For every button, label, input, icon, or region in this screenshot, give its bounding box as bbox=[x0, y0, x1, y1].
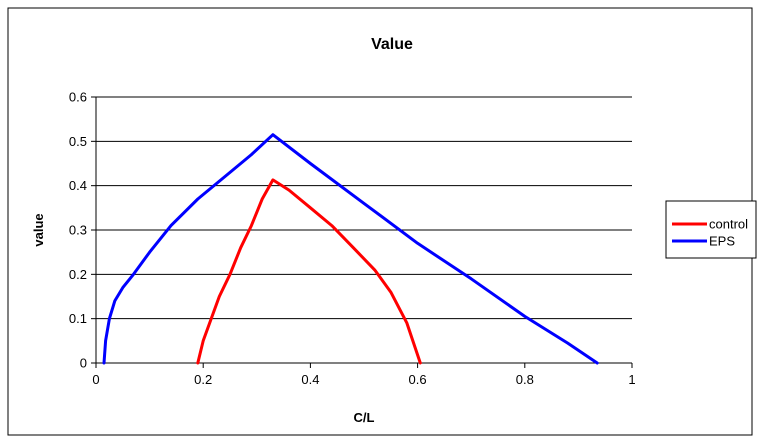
series-line-eps bbox=[102, 133, 599, 365]
x-tick-label-1: 0.2 bbox=[194, 372, 212, 387]
legend-label-control: control bbox=[709, 217, 748, 232]
legend-box bbox=[665, 200, 757, 259]
y-tick-label-4: 0.4 bbox=[69, 178, 87, 193]
y-tick-label-5: 0.5 bbox=[69, 134, 87, 149]
y-axis-label: value bbox=[31, 213, 46, 246]
y-tick-label-6: 0.6 bbox=[69, 90, 87, 105]
x-tick-label-2: 0.4 bbox=[301, 372, 319, 387]
legend: control EPS bbox=[665, 200, 757, 259]
x-tick-label-0: 0 bbox=[92, 372, 99, 387]
x-tick-label-5: 1 bbox=[628, 372, 635, 387]
x-axis-label: C/L bbox=[354, 410, 375, 425]
chart-title: Value bbox=[371, 36, 413, 53]
y-tick-label-3: 0.3 bbox=[69, 223, 87, 238]
series-line-control bbox=[196, 178, 422, 365]
y-tick-label-2: 0.2 bbox=[69, 267, 87, 282]
plot-area: 0 0.1 0.2 0.3 0.4 0.5 0.6 0 0.2 0.4 0.6 0.8 1 bbox=[69, 90, 636, 388]
y-tick-label-0: 0 bbox=[80, 356, 87, 371]
x-tick-label-4: 0.8 bbox=[516, 372, 534, 387]
y-tick-label-1: 0.1 bbox=[69, 311, 87, 326]
x-tick-label-3: 0.6 bbox=[409, 372, 427, 387]
legend-label-eps: EPS bbox=[709, 234, 735, 249]
chart-frame bbox=[7, 7, 753, 436]
